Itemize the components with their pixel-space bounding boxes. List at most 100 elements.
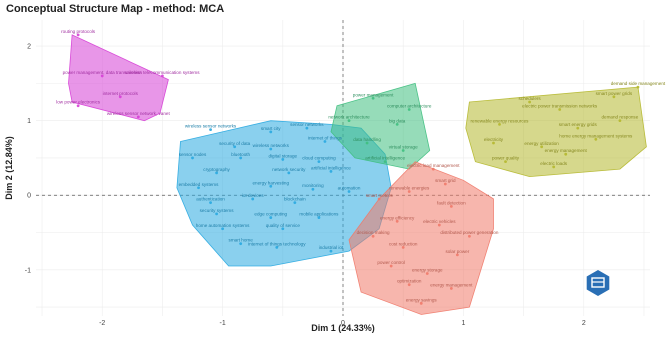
point-label: home automation systems xyxy=(196,223,250,228)
data-point xyxy=(347,190,351,193)
data-point xyxy=(407,108,411,111)
hull-cluster-red xyxy=(348,161,494,315)
point-label: big data xyxy=(389,118,406,123)
point-label: industrial iot xyxy=(319,245,344,250)
point-label: mobile applications xyxy=(299,212,339,217)
data-point xyxy=(455,253,459,257)
point-label: demand response xyxy=(602,115,639,120)
point-label: cost reduction xyxy=(389,241,418,246)
point-label: edge computing xyxy=(254,212,287,217)
data-point xyxy=(311,187,315,191)
point-label: bluetooth xyxy=(231,152,250,157)
point-label: schedulers xyxy=(518,96,541,101)
point-label: smart grid xyxy=(435,178,456,183)
point-label: sensor networks xyxy=(290,122,324,127)
data-point xyxy=(281,158,285,161)
data-point xyxy=(498,122,501,126)
point-label: cloud computing xyxy=(302,156,336,161)
x-tick-label: -2 xyxy=(99,320,105,327)
point-label: security systems xyxy=(200,208,235,213)
data-point xyxy=(449,204,453,208)
data-point xyxy=(437,223,441,227)
data-point xyxy=(239,156,243,160)
point-label: renewable energies xyxy=(389,185,430,190)
point-label: internet protocols xyxy=(103,91,139,96)
point-label: monitoring xyxy=(302,183,324,188)
x-tick-label: 0 xyxy=(341,320,345,327)
data-point xyxy=(347,119,351,123)
x-axis-label: Dim 1 (24.33%) xyxy=(311,323,375,333)
data-point xyxy=(317,216,321,219)
point-label: power control xyxy=(377,260,405,265)
point-label: smart home xyxy=(229,238,254,243)
data-point xyxy=(425,272,429,275)
point-label: iot devices xyxy=(242,193,264,198)
data-point xyxy=(383,160,387,164)
data-point xyxy=(161,74,164,78)
data-point xyxy=(323,140,327,143)
point-label: wireless sensor network, vanet xyxy=(107,111,171,116)
data-point xyxy=(419,301,423,305)
data-point xyxy=(197,186,200,190)
logo-hexagon xyxy=(586,270,610,296)
data-point xyxy=(221,227,225,231)
x-tick-label: -1 xyxy=(219,320,225,327)
data-point xyxy=(576,126,580,130)
point-label: energy savings xyxy=(406,297,438,302)
point-label: energy utilization xyxy=(524,141,559,146)
point-label: energy harvesting xyxy=(252,180,289,185)
point-label: renewable energy resources xyxy=(471,118,530,123)
point-label: home energy management systems xyxy=(559,133,633,138)
data-point xyxy=(269,147,273,151)
y-tick-label: 0 xyxy=(27,193,31,200)
point-label: wireless sensor networks xyxy=(185,124,237,129)
y-tick-label: 1 xyxy=(27,118,31,125)
data-point xyxy=(191,156,194,160)
data-point xyxy=(558,108,562,111)
point-label: digital storage xyxy=(268,153,297,158)
data-point xyxy=(407,283,411,287)
data-point xyxy=(293,201,297,205)
point-label: demand side management xyxy=(611,81,666,86)
data-point xyxy=(215,171,218,175)
data-point xyxy=(389,264,393,268)
data-point xyxy=(395,219,399,223)
point-label: smart city xyxy=(261,126,281,131)
hull-cluster-magenta xyxy=(68,34,169,122)
point-label: distributed power generation xyxy=(440,230,498,235)
data-point xyxy=(275,246,279,249)
cluster-hulls xyxy=(68,34,647,315)
data-point xyxy=(76,104,80,108)
point-label: artificial intelligence xyxy=(365,156,405,161)
point-label: sensor nodes xyxy=(179,152,207,157)
data-point xyxy=(76,33,80,37)
data-point xyxy=(371,234,375,238)
point-label: computer architecture xyxy=(387,103,432,108)
data-point xyxy=(407,190,411,193)
data-point xyxy=(118,95,122,99)
point-label: optimization xyxy=(397,279,422,284)
point-label: cryptography xyxy=(203,167,230,172)
data-point xyxy=(209,128,212,132)
data-point xyxy=(233,145,237,149)
point-label: energy efficiency xyxy=(380,215,415,220)
point-label: network security xyxy=(272,167,306,172)
data-point xyxy=(305,126,309,130)
data-point xyxy=(612,95,616,99)
data-point xyxy=(100,74,104,78)
point-label: security of data xyxy=(219,141,251,146)
data-point xyxy=(636,85,640,89)
point-label: embedded systems xyxy=(179,182,220,187)
point-label: virtual storage xyxy=(389,144,418,149)
point-label: routing protocols xyxy=(61,29,96,34)
point-label: electric loads xyxy=(540,161,568,166)
data-point xyxy=(528,100,532,104)
data-point xyxy=(136,115,140,119)
x-tick-label: 1 xyxy=(461,320,465,327)
data-point xyxy=(431,167,435,171)
point-label: fault detection xyxy=(437,200,466,205)
data-point xyxy=(401,149,405,152)
x-tick-label: 2 xyxy=(582,320,586,327)
chart-title: Conceptual Structure Map - method: MCA xyxy=(6,3,224,15)
